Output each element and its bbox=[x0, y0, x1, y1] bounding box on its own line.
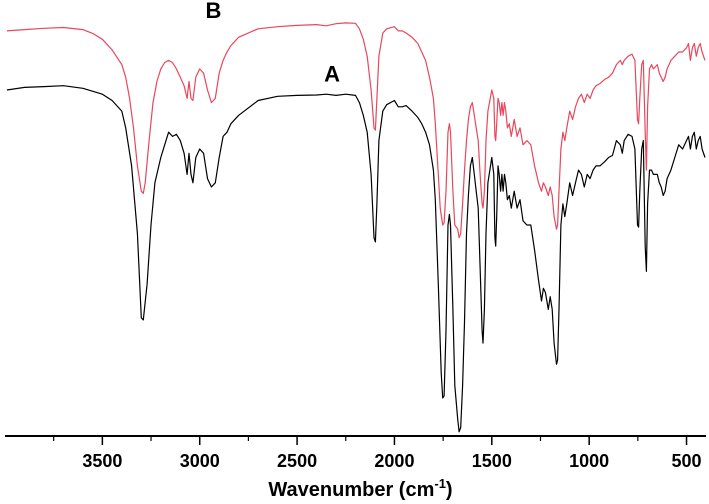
curve-label-b: B bbox=[205, 0, 221, 23]
series-layer bbox=[6, 22, 706, 433]
curve-label-a: A bbox=[324, 62, 340, 87]
series-line-a bbox=[6, 85, 706, 433]
x-tick-label: 2000 bbox=[374, 451, 414, 471]
x-axis-title-superscript: -1 bbox=[434, 476, 446, 491]
x-axis-title: Wavenumber (cm-1) bbox=[268, 476, 452, 501]
x-axis-title-suffix: ) bbox=[446, 479, 453, 501]
x-tick-label: 3000 bbox=[180, 451, 220, 471]
x-axis-title-main: Wavenumber (cm bbox=[268, 479, 434, 501]
curve-labels: AB bbox=[205, 0, 340, 87]
x-axis-ticks: 3500 3000 2500 2000 1500 1000 500 bbox=[53, 436, 702, 471]
x-tick-label: 1500 bbox=[472, 451, 512, 471]
x-tick-label: 3500 bbox=[82, 451, 122, 471]
x-tick-label: 500 bbox=[672, 451, 702, 471]
series-line-b bbox=[6, 22, 706, 239]
x-tick-label: 2500 bbox=[277, 451, 317, 471]
x-tick-label: 1000 bbox=[569, 451, 609, 471]
